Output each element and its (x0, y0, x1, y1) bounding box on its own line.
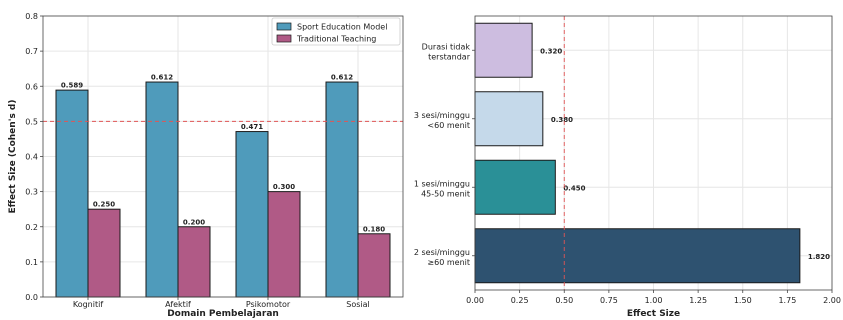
bar-durasi-tidak-terstandar (474, 22, 533, 78)
left-chart-domain-effect-size: 0.589 0.612 0.471 0.612 0.250 0.200 0.300 0.180… (8, 12, 404, 319)
bar-traditional-teaching-psikomotor (267, 191, 301, 298)
y-tick-label-1-sesi-minggu-45-50-menit: 1 sesi/minggu (414, 179, 470, 188)
legend-swatch-sport-education-model (276, 22, 292, 31)
x-tick-label: 0.75 (600, 296, 618, 305)
data-label-durasi-tidak-terstandar: 0.320 (540, 47, 562, 55)
y-tick-label-2-sesi-minggu-60-menit: 2 sesi/minggu (414, 248, 470, 257)
data-label-1-sesi-minggu-45-50-menit: 0.450 (563, 184, 585, 192)
y-tick-label-2-sesi-minggu-60-menit: ≥60 menit (427, 258, 470, 267)
y-tick-label: 0.8 (25, 12, 38, 21)
x-tick-label: 0.25 (511, 296, 529, 305)
y-tick-label-durasi-tidak-terstandar: terstandar (428, 52, 471, 61)
x-tick-label: 0.00 (466, 296, 484, 305)
bar-sport-education-model-kognitif (55, 89, 89, 298)
bar-traditional-teaching-sosial (357, 233, 391, 298)
y-tick-label: 0.0 (25, 293, 38, 302)
y-tick-label-durasi-tidak-terstandar: Durasi tidak (422, 42, 471, 51)
y-tick-label-3-sesi-minggu-60-menit: <60 menit (427, 121, 470, 130)
legend-label-sport-education-model: Sport Education Model (297, 23, 387, 32)
data-label-sport-education-model-psikomotor: 0.471 (241, 123, 263, 131)
x-tick-label: 1.75 (778, 296, 796, 305)
y-tick-label: 0.4 (25, 153, 38, 162)
x-tick-label: 0.50 (555, 296, 573, 305)
data-label-traditional-teaching-psikomotor: 0.300 (273, 183, 295, 191)
y-tick-label-1-sesi-minggu-45-50-menit: 45-50 menit (421, 189, 470, 198)
data-label-traditional-teaching-sosial: 0.180 (363, 225, 385, 233)
data-label-3-sesi-minggu-60-menit: 0.380 (551, 116, 573, 124)
x-tick-label: 1.25 (689, 296, 707, 305)
bar-traditional-teaching-afektif (177, 226, 211, 298)
bar-sport-education-model-afektif (145, 81, 179, 298)
x-tick-label-afektif: Afektif (165, 300, 191, 309)
bar-traditional-teaching-kognitif (87, 208, 121, 298)
y-tick-label: 0.1 (25, 258, 38, 267)
bar-sport-education-model-sosial (325, 81, 359, 298)
y-tick-label-3-sesi-minggu-60-menit: 3 sesi/minggu (414, 111, 470, 120)
y-axis-title: Effect Size (Cohen's d) (8, 100, 18, 214)
data-label-sport-education-model-afektif: 0.612 (151, 74, 173, 82)
x-tick-label-psikomotor: Psikomotor (246, 300, 291, 309)
data-label-2-sesi-minggu-60-menit: 1.820 (808, 253, 830, 261)
legend-box (271, 17, 401, 46)
legend-swatch-traditional-teaching (276, 34, 292, 43)
legend-label-traditional-teaching: Traditional Teaching (296, 35, 376, 44)
x-axis-title: Domain Pembelajaran (167, 309, 279, 319)
bar-3-sesi-minggu-60-menit (474, 91, 544, 147)
x-tick-label: 1.50 (734, 296, 752, 305)
x-tick-label-sosial: Sosial (346, 300, 370, 309)
x-tick-label-kognitif: Kognitif (73, 300, 103, 309)
x-tick-label: 1.00 (645, 296, 663, 305)
data-label-traditional-teaching-afektif: 0.200 (183, 218, 205, 226)
data-label-sport-education-model-kognitif: 0.589 (61, 82, 83, 90)
y-tick-label: 0.2 (25, 223, 38, 232)
x-axis-title: Effect Size (627, 309, 680, 319)
y-tick-label: 0.3 (25, 188, 38, 197)
bar-2-sesi-minggu-60-menit (474, 228, 801, 284)
data-label-traditional-teaching-kognitif: 0.250 (93, 201, 115, 209)
y-tick-label: 0.6 (25, 82, 38, 91)
y-tick-label: 0.5 (25, 117, 38, 126)
x-tick-label: 2.00 (823, 296, 841, 305)
bar-sport-education-model-psikomotor (235, 131, 269, 298)
y-tick-label: 0.7 (25, 47, 38, 56)
legend: Sport Education Model Traditional Teachin… (271, 17, 401, 46)
bar-1-sesi-minggu-45-50-menit (474, 159, 556, 215)
data-label-sport-education-model-sosial: 0.612 (331, 74, 353, 82)
